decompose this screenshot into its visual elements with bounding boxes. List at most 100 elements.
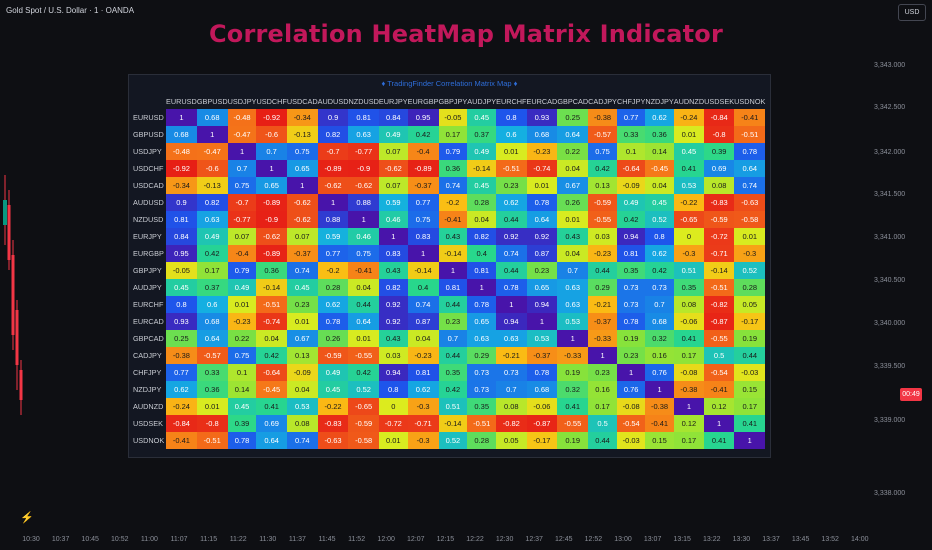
- price-tick-label: 3,339.000: [874, 417, 906, 424]
- heatmap-cell: 0.63: [496, 330, 527, 347]
- price-tick-label: 3,342.000: [874, 149, 906, 156]
- heatmap-cell: 0.07: [378, 143, 408, 160]
- tradingview-logo-icon[interactable]: ⚡: [20, 512, 34, 524]
- heatmap-cell: 0.01: [734, 228, 766, 245]
- heatmap-cell: 0.42: [348, 364, 379, 381]
- heatmap-cell: -0.3: [407, 432, 439, 449]
- price-scale[interactable]: 3,343.000 3,342.500 3,342.000 3,341.500 3,34…: [860, 24, 932, 534]
- column-header: GBPJPY: [438, 96, 468, 106]
- heatmap-cell: 0.44: [438, 347, 468, 364]
- heatmap-cell: 0.45: [467, 177, 497, 194]
- heatmap-cell: 0.23: [526, 262, 558, 279]
- heatmap-cell: 0.04: [348, 279, 379, 296]
- heatmap-cell: -0.34: [286, 109, 318, 126]
- heatmap-cell: 1: [227, 143, 257, 160]
- heatmap-cell: -0.37: [286, 245, 318, 262]
- column-header: NZDJPY: [645, 96, 674, 106]
- heatmap-cell: 0.26: [317, 330, 349, 347]
- heatmap-cell: -0.22: [673, 194, 705, 211]
- price-tick-label: 3,343.000: [874, 62, 906, 69]
- heatmap-cell: 0.53: [673, 177, 705, 194]
- heatmap-cell: 0.01: [196, 398, 228, 415]
- column-header: EURCHF: [496, 96, 527, 106]
- heatmap-cell: -0.2: [438, 194, 468, 211]
- heatmap-cell: 0.41: [557, 398, 589, 415]
- heatmap-cell: -0.14: [467, 160, 497, 177]
- heatmap-cell: 0.62: [166, 381, 197, 398]
- row-label: AUDUSD: [130, 194, 166, 211]
- heatmap-cell: 0.64: [734, 160, 766, 177]
- heatmap-cell: -0.3: [673, 245, 705, 262]
- heatmap-cell: 0.83: [378, 245, 408, 262]
- heatmap-cell: 0.17: [673, 347, 705, 364]
- row-label: USDSEK: [130, 415, 166, 432]
- heatmap-cell: 0.82: [378, 279, 408, 296]
- heatmap-cell: 0.69: [256, 415, 287, 432]
- heatmap-cell: 0.69: [704, 160, 735, 177]
- heatmap-cell: 1: [557, 330, 589, 347]
- symbol-label[interactable]: Gold Spot / U.S. Dollar · 1 · OANDA: [6, 6, 135, 15]
- time-tick-label: 10:30: [22, 536, 40, 543]
- heatmap-cell: 0.8: [166, 296, 197, 313]
- heatmap-cell: 0: [673, 228, 705, 245]
- heatmap-cell: 1: [407, 245, 439, 262]
- heatmap-cell: -0.24: [166, 398, 197, 415]
- heatmap-cell: 0.81: [407, 364, 439, 381]
- heatmap-cell: 0.59: [317, 228, 349, 245]
- heatmap-cell: 0.76: [645, 364, 674, 381]
- heatmap-cell: 0.13: [588, 177, 617, 194]
- time-tick-label: 13:52: [821, 536, 839, 543]
- row-label: EURCHF: [130, 296, 166, 313]
- heatmap-cell: 0.78: [227, 432, 257, 449]
- heatmap-cell: -0.3: [734, 245, 766, 262]
- heatmap-cell: 0.04: [557, 245, 589, 262]
- row-label: GBPJPY: [130, 262, 166, 279]
- time-tick-label: 11:00: [140, 536, 158, 543]
- heatmap-cell: 0.35: [673, 279, 705, 296]
- heatmap-cell: 0.22: [557, 143, 589, 160]
- heatmap-cell: 0.22: [227, 330, 257, 347]
- column-header: EURJPY: [378, 96, 408, 106]
- heatmap-cell: 0.42: [196, 245, 228, 262]
- heatmap-cell: 0.82: [196, 194, 228, 211]
- heatmap-cell: 1: [673, 398, 705, 415]
- heatmap-cell: 0.44: [496, 211, 527, 228]
- time-axis[interactable]: 10:30 10:37 10:45 10:52 11:00 11:07 11:15 11:22…: [0, 530, 932, 550]
- heatmap-cell: -0.41: [438, 211, 468, 228]
- corner-cell: [130, 93, 166, 109]
- heatmap-cell: -0.21: [588, 296, 617, 313]
- matrix-row: EURJPY 0.84 0.49 0.07 -0.62 0.07 0.59 0.46 1 0.83…: [130, 228, 766, 245]
- heatmap-cell: -0.51: [704, 279, 735, 296]
- heatmap-cell: 0.64: [526, 211, 558, 228]
- heatmap-cell: 0.25: [557, 109, 589, 126]
- heatmap-cell: 0.63: [557, 279, 589, 296]
- heatmap-cell: -0.6: [196, 160, 228, 177]
- heatmap-cell: 0.77: [616, 109, 646, 126]
- heatmap-cell: 0.42: [407, 126, 439, 143]
- heatmap-cell: 1: [166, 109, 197, 126]
- heatmap-cell: -0.48: [227, 109, 257, 126]
- heatmap-cell: -0.33: [557, 347, 589, 364]
- heatmap-cell: 0.32: [645, 330, 674, 347]
- heatmap-cell: -0.37: [526, 347, 558, 364]
- heatmap-cell: 0.74: [407, 296, 439, 313]
- heatmap-cell: 0.28: [467, 432, 497, 449]
- heatmap-cell: 0.94: [378, 364, 408, 381]
- correlation-matrix-panel: ♦ TradingFinder Correlation Matrix Map ♦…: [128, 74, 771, 458]
- currency-button[interactable]: USD: [898, 4, 926, 21]
- heatmap-cell: 0.87: [526, 245, 558, 262]
- heatmap-cell: 0.92: [378, 296, 408, 313]
- heatmap-cell: 0.52: [438, 432, 468, 449]
- heatmap-cell: -0.51: [496, 160, 527, 177]
- heatmap-cell: 0.68: [196, 109, 228, 126]
- heatmap-cell: 0.73: [496, 364, 527, 381]
- heatmap-cell: 0.53: [557, 313, 589, 330]
- heatmap-cell: 0.45: [645, 194, 674, 211]
- heatmap-cell: 0.05: [734, 296, 766, 313]
- heatmap-cell: 0.39: [704, 143, 735, 160]
- price-tick-label: 3,339.500: [874, 363, 906, 370]
- heatmap-cell: 0.7: [256, 143, 287, 160]
- heatmap-cell: 0.65: [256, 177, 287, 194]
- row-label: CADJPY: [130, 347, 166, 364]
- heatmap-cell: 0.74: [438, 177, 468, 194]
